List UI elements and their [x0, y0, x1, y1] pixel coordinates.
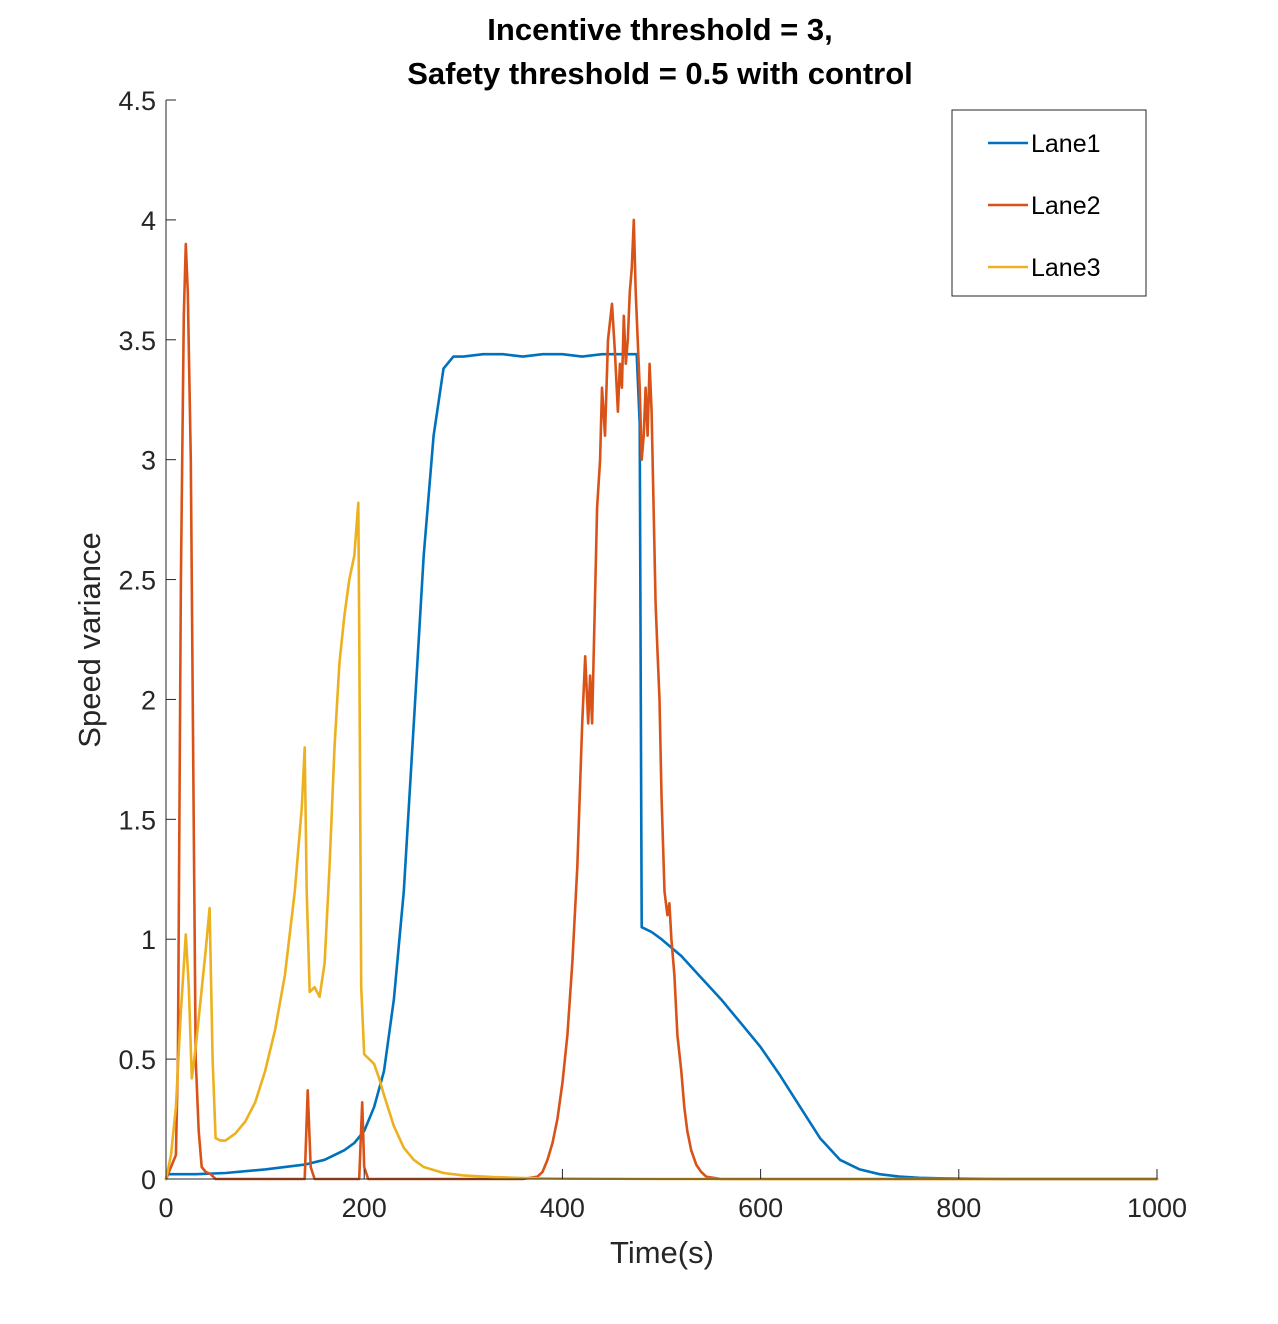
y-tick-label: 0.5 — [118, 1045, 156, 1075]
y-tick-label: 2.5 — [118, 566, 156, 596]
x-tick-label: 1000 — [1127, 1193, 1187, 1223]
legend-box — [951, 109, 1147, 297]
y-tick-label: 1.5 — [118, 805, 156, 835]
y-tick-label: 0 — [141, 1165, 156, 1195]
y-tick-label: 3.5 — [118, 326, 156, 356]
legend: Lane1 Lane2 Lane3 — [951, 109, 1147, 297]
y-tick-label: 1 — [141, 925, 156, 955]
legend-label-lane3: Lane3 — [1031, 254, 1101, 282]
chart-title-line-2: Safety threshold = 0.5 with control — [407, 56, 913, 91]
x-axis-label: Time(s) — [610, 1235, 714, 1270]
y-tick-label: 4 — [141, 206, 156, 236]
y-axis-label: Speed variance — [72, 532, 107, 747]
x-tick-label: 400 — [540, 1193, 585, 1223]
chart-title-line-1: Incentive threshold = 3, — [487, 12, 832, 47]
y-tick-label: 2 — [141, 685, 156, 715]
series-line-lane3 — [164, 501, 1159, 1181]
legend-label-lane1: Lane1 — [1031, 130, 1101, 158]
y-tick-label: 3 — [141, 446, 156, 476]
series-line-lane1 — [164, 352, 1159, 1181]
x-tick-label: 0 — [158, 1193, 173, 1223]
x-tick-label: 800 — [936, 1193, 981, 1223]
legend-label-lane2: Lane2 — [1031, 192, 1101, 220]
x-tick-label: 200 — [342, 1193, 387, 1223]
x-tick-label: 600 — [738, 1193, 783, 1223]
y-tick-label: 4.5 — [118, 86, 156, 116]
axes-layer: 0 200 400 600 800 1000 0 0.5 1 1.5 2 2.5 3 3.5 4 4.5 — [118, 86, 1187, 1223]
